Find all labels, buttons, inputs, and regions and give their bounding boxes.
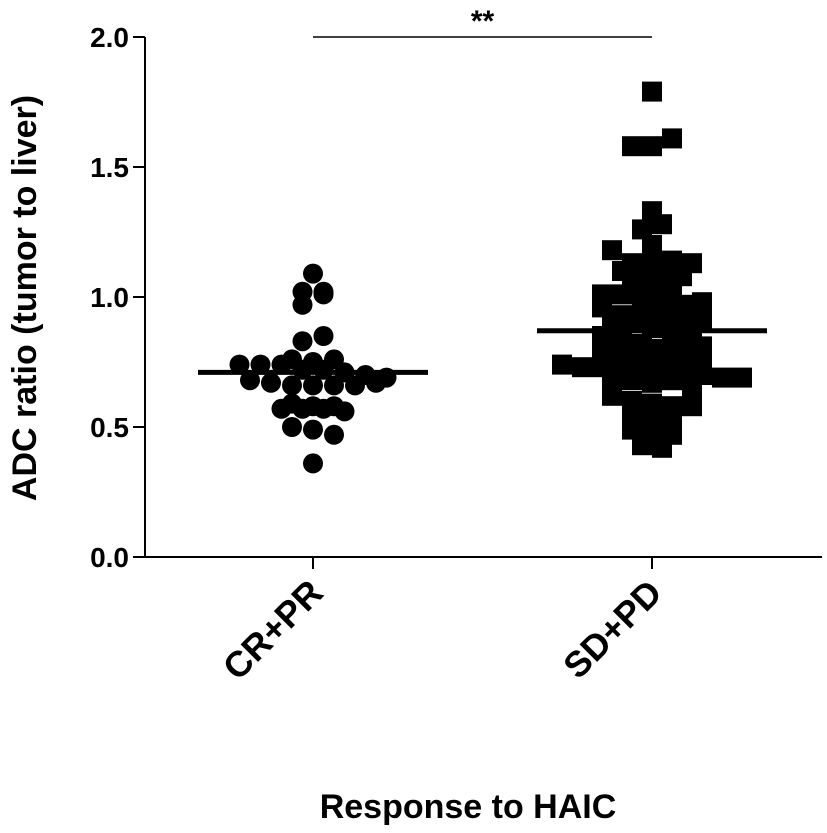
data-point-square — [592, 297, 612, 318]
data-point-square — [552, 354, 572, 375]
data-point-square — [602, 240, 622, 261]
data-point-square — [642, 136, 662, 157]
data-point-circle — [292, 398, 313, 419]
x-tick-label: SD+PD — [555, 572, 670, 687]
data-point-square — [672, 349, 692, 370]
significance-label: ** — [471, 5, 495, 38]
data-point-circle — [240, 370, 260, 391]
data-point-circle — [303, 453, 323, 474]
y-tick-label: 0.5 — [90, 412, 129, 443]
data-point-square — [682, 396, 702, 417]
data-point-square — [642, 372, 662, 393]
data-point-circle — [303, 263, 323, 284]
data-point-square — [622, 401, 642, 422]
data-point-square — [682, 380, 702, 401]
data-point-square — [652, 437, 672, 458]
data-point-square — [612, 344, 632, 365]
data-point-square — [612, 284, 632, 305]
data-point-square — [692, 336, 712, 357]
data-point-circle — [271, 354, 292, 375]
data-point-circle — [345, 375, 365, 396]
data-point-circle — [366, 372, 386, 393]
data-point-square — [652, 214, 672, 235]
data-point-square — [652, 289, 672, 310]
data-point-square — [592, 341, 612, 362]
data-point-circle — [303, 419, 323, 440]
data-point-circle — [271, 398, 292, 419]
y-axis-title: ADC ratio (tumor to liver) — [6, 95, 44, 501]
data-point-square — [712, 367, 732, 388]
data-point-square — [632, 219, 652, 240]
data-point-circle — [324, 424, 344, 445]
data-point-circle — [313, 326, 334, 346]
data-point-square — [622, 136, 642, 157]
data-points — [198, 81, 767, 474]
data-point-square — [642, 81, 662, 102]
data-point-square — [642, 419, 662, 440]
axes: 0.0 0.5 1.0 1.5 2.0 CR+PR SD+PD ** — [90, 5, 822, 688]
data-point-square — [602, 370, 622, 391]
data-point-square — [732, 367, 752, 388]
data-point-square — [642, 404, 662, 424]
data-point-square — [692, 292, 712, 313]
y-tick-label: 1.5 — [90, 152, 129, 183]
data-point-square — [612, 328, 632, 349]
data-point-square — [662, 370, 682, 391]
data-point-circle — [229, 354, 250, 375]
data-point-circle — [292, 331, 313, 352]
data-point-square — [622, 370, 642, 391]
data-point-square — [602, 385, 622, 406]
y-tick-label: 1.0 — [90, 282, 129, 313]
data-point-square — [632, 287, 652, 307]
data-point-circle — [324, 375, 344, 396]
data-point-square — [642, 235, 662, 255]
data-point-circle — [324, 396, 344, 417]
data-point-square — [622, 313, 642, 333]
x-tick-label: CR+PR — [215, 572, 331, 688]
data-point-circle — [303, 375, 323, 396]
data-point-circle — [282, 375, 302, 396]
data-point-square — [632, 435, 652, 456]
x-axis-title: Response to HAIC — [320, 788, 617, 826]
data-point-circle — [261, 372, 281, 393]
data-point-circle — [292, 294, 313, 315]
y-tick-label: 2.0 — [90, 22, 129, 53]
data-point-square — [572, 357, 592, 378]
y-tick-label: 0.0 — [90, 542, 129, 573]
data-point-square — [662, 128, 682, 149]
data-point-square — [662, 409, 682, 430]
data-point-circle — [250, 354, 271, 375]
data-point-circle — [313, 281, 334, 302]
data-point-square — [692, 365, 712, 385]
data-point-circle — [282, 417, 302, 437]
data-point-square — [622, 419, 642, 440]
